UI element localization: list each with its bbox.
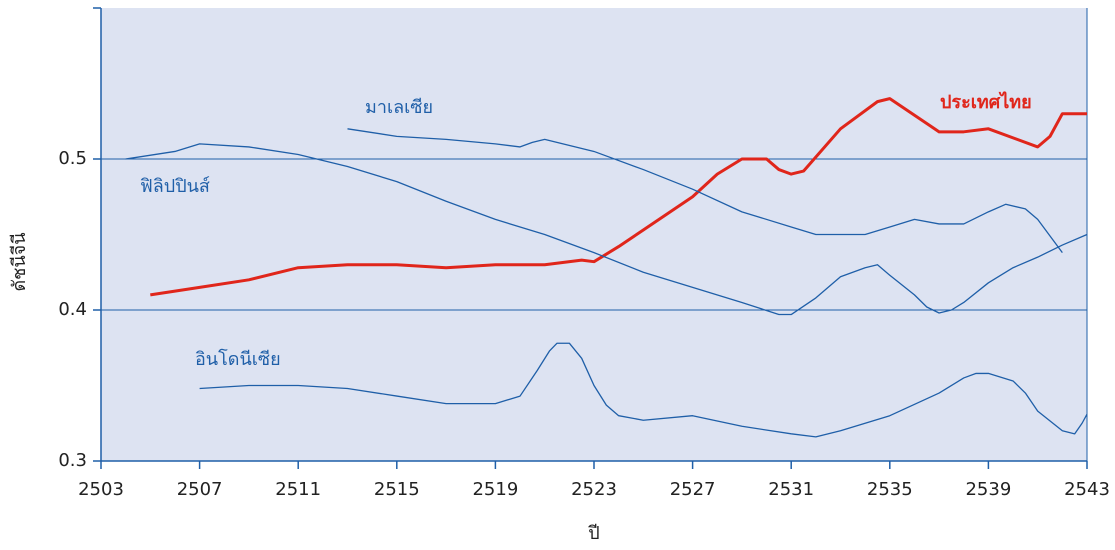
x-tick-label: 2535 (867, 479, 913, 500)
series-line (347, 128, 1063, 254)
x-tick-label: 2543 (1064, 479, 1110, 500)
x-tick-label: 2531 (768, 479, 814, 500)
y-tick-label: 0.4 (58, 299, 87, 320)
x-tick-label: 2503 (78, 479, 124, 500)
x-tick-label: 2515 (374, 479, 420, 500)
x-axis-label: ปี (588, 523, 600, 544)
x-tick-label: 2539 (965, 479, 1011, 500)
x-tick-label: 2523 (571, 479, 617, 500)
x-tick-label: 2511 (275, 479, 321, 500)
series-label: อินโดนีเซีย (195, 348, 281, 370)
series-line (125, 143, 1088, 316)
x-tick-label: 2519 (472, 479, 518, 500)
series-line (199, 342, 1088, 438)
y-tick-label: 0.5 (58, 148, 87, 169)
series-label: มาเลเซีย (365, 97, 433, 118)
y-axis-label: ดัชนีจีนี (9, 232, 30, 291)
series-label: ฟิลิปปินส์ (140, 176, 210, 197)
x-tick-label: 2527 (670, 479, 716, 500)
y-tick-label: 0.3 (58, 450, 87, 471)
series-line (150, 97, 1087, 297)
series-label: ประเทศไทย (940, 91, 1032, 113)
x-tick-label: 2507 (177, 479, 223, 500)
